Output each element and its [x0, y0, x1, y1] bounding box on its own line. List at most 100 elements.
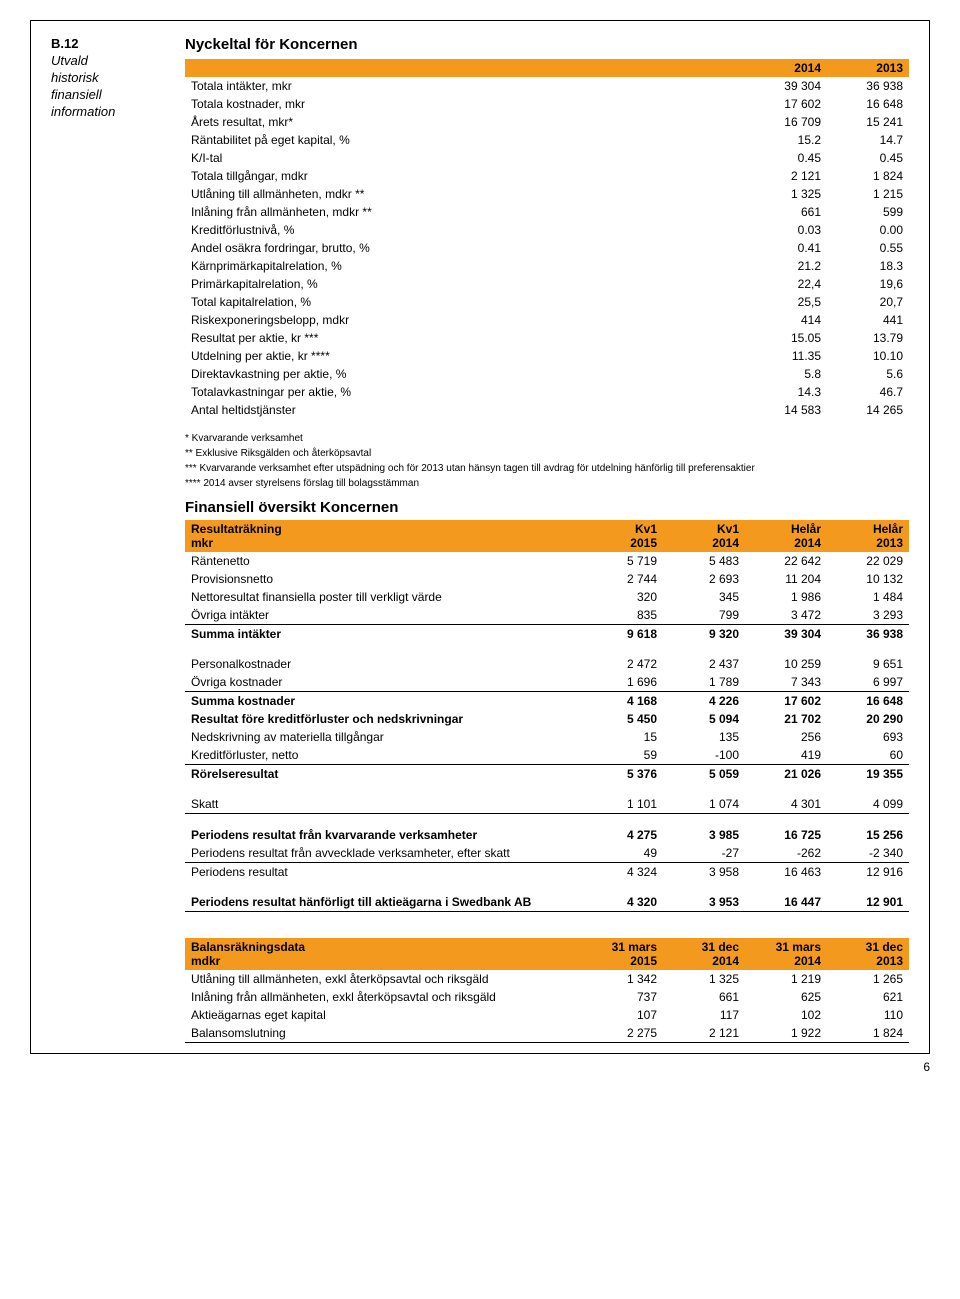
cell-val: 15.05 [745, 329, 827, 347]
cell-val: 5 094 [663, 710, 745, 728]
cell-val: 10 259 [745, 655, 827, 673]
cell-label: Kreditförluster, netto [185, 746, 581, 765]
footnotes: * Kvarvarande verksamhet ** Exklusive Ri… [185, 433, 909, 489]
table-row: Rörelseresultat5 3765 05921 02619 355 [185, 765, 909, 784]
table-row: Direktavkastning per aktie, %5.85.6 [185, 365, 909, 383]
cell-val: 1 219 [745, 970, 827, 988]
cell-val: 110 [827, 1006, 909, 1024]
cell-val: 3 472 [745, 606, 827, 625]
cell-val: 5 450 [581, 710, 663, 728]
cell-val: 661 [663, 988, 745, 1006]
cell-val: 22,4 [745, 275, 827, 293]
table-row: Antal heltidstjänster14 58314 265 [185, 401, 909, 419]
t1-col2: 2013 [827, 59, 909, 77]
cell-label: Summa intäkter [185, 625, 581, 644]
cell-val: 7 343 [745, 673, 827, 692]
gap-row [185, 814, 909, 827]
cell-val: 16 648 [827, 692, 909, 711]
cell-label: Riskexponeringsbelopp, mdkr [185, 311, 745, 329]
right-column: Nyckeltal för Koncernen 2014 2013 Totala… [185, 36, 909, 1043]
table-row: Periodens resultat från avvecklade verks… [185, 844, 909, 863]
cell-val: 60 [827, 746, 909, 765]
t3-h2: 31 dec2014 [663, 938, 745, 970]
cell-val: 46.7 [827, 383, 909, 401]
table-row: Resultat före kreditförluster och nedskr… [185, 710, 909, 728]
cell-val: 14.7 [827, 131, 909, 149]
gap-row [185, 783, 909, 795]
st-l4: information [51, 104, 115, 119]
cell-val: 12 901 [827, 893, 909, 912]
cell-val: 14.3 [745, 383, 827, 401]
cell-val: 320 [581, 588, 663, 606]
cell-label: Årets resultat, mkr* [185, 113, 745, 131]
cell-val: 0.00 [827, 221, 909, 239]
cell-val: 49 [581, 844, 663, 863]
cell-label: Räntabilitet på eget kapital, % [185, 131, 745, 149]
cell-label: Skatt [185, 795, 581, 814]
t2-hl: Resultaträkning mkr [185, 520, 581, 552]
st-l3: finansiell [51, 87, 102, 102]
cell-label: Totala tillgångar, mdkr [185, 167, 745, 185]
table-row: Total kapitalrelation, %25,520,7 [185, 293, 909, 311]
cell-val: 20,7 [827, 293, 909, 311]
cell-label: Aktieägarnas eget kapital [185, 1006, 581, 1024]
cell-label: Räntenetto [185, 552, 581, 570]
cell-val: 693 [827, 728, 909, 746]
cell-val: 18.3 [827, 257, 909, 275]
table-row: Totala intäkter, mkr39 30436 938 [185, 77, 909, 95]
t2-section-title: Finansiell översikt Koncernen [185, 499, 909, 516]
table-row: Personalkostnader2 4722 43710 2599 651 [185, 655, 909, 673]
table-row: Räntabilitet på eget kapital, %15.214.7 [185, 131, 909, 149]
table-row: Utlåning till allmänheten, mdkr **1 3251… [185, 185, 909, 203]
cell-label: Resultat per aktie, kr *** [185, 329, 745, 347]
cell-val: 599 [827, 203, 909, 221]
cell-label: Utlåning till allmänheten, mdkr ** [185, 185, 745, 203]
cell-label: K/I-tal [185, 149, 745, 167]
cell-val: 39 304 [745, 625, 827, 644]
cell-val: 737 [581, 988, 663, 1006]
cell-val: 102 [745, 1006, 827, 1024]
table-row: Periodens resultat4 3243 95816 46312 916 [185, 863, 909, 882]
table-row: Kreditförluster, netto59-10041960 [185, 746, 909, 765]
table-row: Övriga kostnader1 6961 7897 3436 997 [185, 673, 909, 692]
cell-val: 2 437 [663, 655, 745, 673]
st-l1: Utvald [51, 53, 88, 68]
cell-val: 0.03 [745, 221, 827, 239]
cell-val: 21 702 [745, 710, 827, 728]
cell-label: Kreditförlustnivå, % [185, 221, 745, 239]
page-layout: B.12 Utvald historisk finansiell informa… [51, 36, 909, 1043]
table-row: K/I-tal0.450.45 [185, 149, 909, 167]
cell-val: 17 602 [745, 692, 827, 711]
cell-val: 12 916 [827, 863, 909, 882]
cell-val: 1 789 [663, 673, 745, 692]
cell-val: 22 642 [745, 552, 827, 570]
table-row: Summa kostnader4 1684 22617 60216 648 [185, 692, 909, 711]
gap-row [185, 643, 909, 655]
cell-val: 4 320 [581, 893, 663, 912]
cell-val: 345 [663, 588, 745, 606]
cell-val: 15 256 [827, 826, 909, 844]
cell-val: 0.45 [745, 149, 827, 167]
table-row: Periodens resultat från kvarvarande verk… [185, 826, 909, 844]
table-row: Andel osäkra fordringar, brutto, %0.410.… [185, 239, 909, 257]
cell-label: Provisionsnetto [185, 570, 581, 588]
cell-val: 441 [827, 311, 909, 329]
cell-label: Balansomslutning [185, 1024, 581, 1043]
cell-label: Rörelseresultat [185, 765, 581, 784]
cell-val: 117 [663, 1006, 745, 1024]
cell-val: 15.2 [745, 131, 827, 149]
cell-val: 15 [581, 728, 663, 746]
t2-hl1: Resultaträkning [191, 522, 282, 536]
cell-val: 10 132 [827, 570, 909, 588]
cell-label: Kärnprimärkapitalrelation, % [185, 257, 745, 275]
cell-label: Periodens resultat hänförligt till aktie… [185, 893, 581, 912]
cell-val: 2 275 [581, 1024, 663, 1043]
cell-val: 4 168 [581, 692, 663, 711]
cell-label: Övriga kostnader [185, 673, 581, 692]
cell-label: Nettoresultat finansiella poster till ve… [185, 588, 581, 606]
table-row: Utdelning per aktie, kr ****11.3510.10 [185, 347, 909, 365]
cell-val: 22 029 [827, 552, 909, 570]
cell-val: 5 719 [581, 552, 663, 570]
cell-val: 414 [745, 311, 827, 329]
cell-val: 4 301 [745, 795, 827, 814]
